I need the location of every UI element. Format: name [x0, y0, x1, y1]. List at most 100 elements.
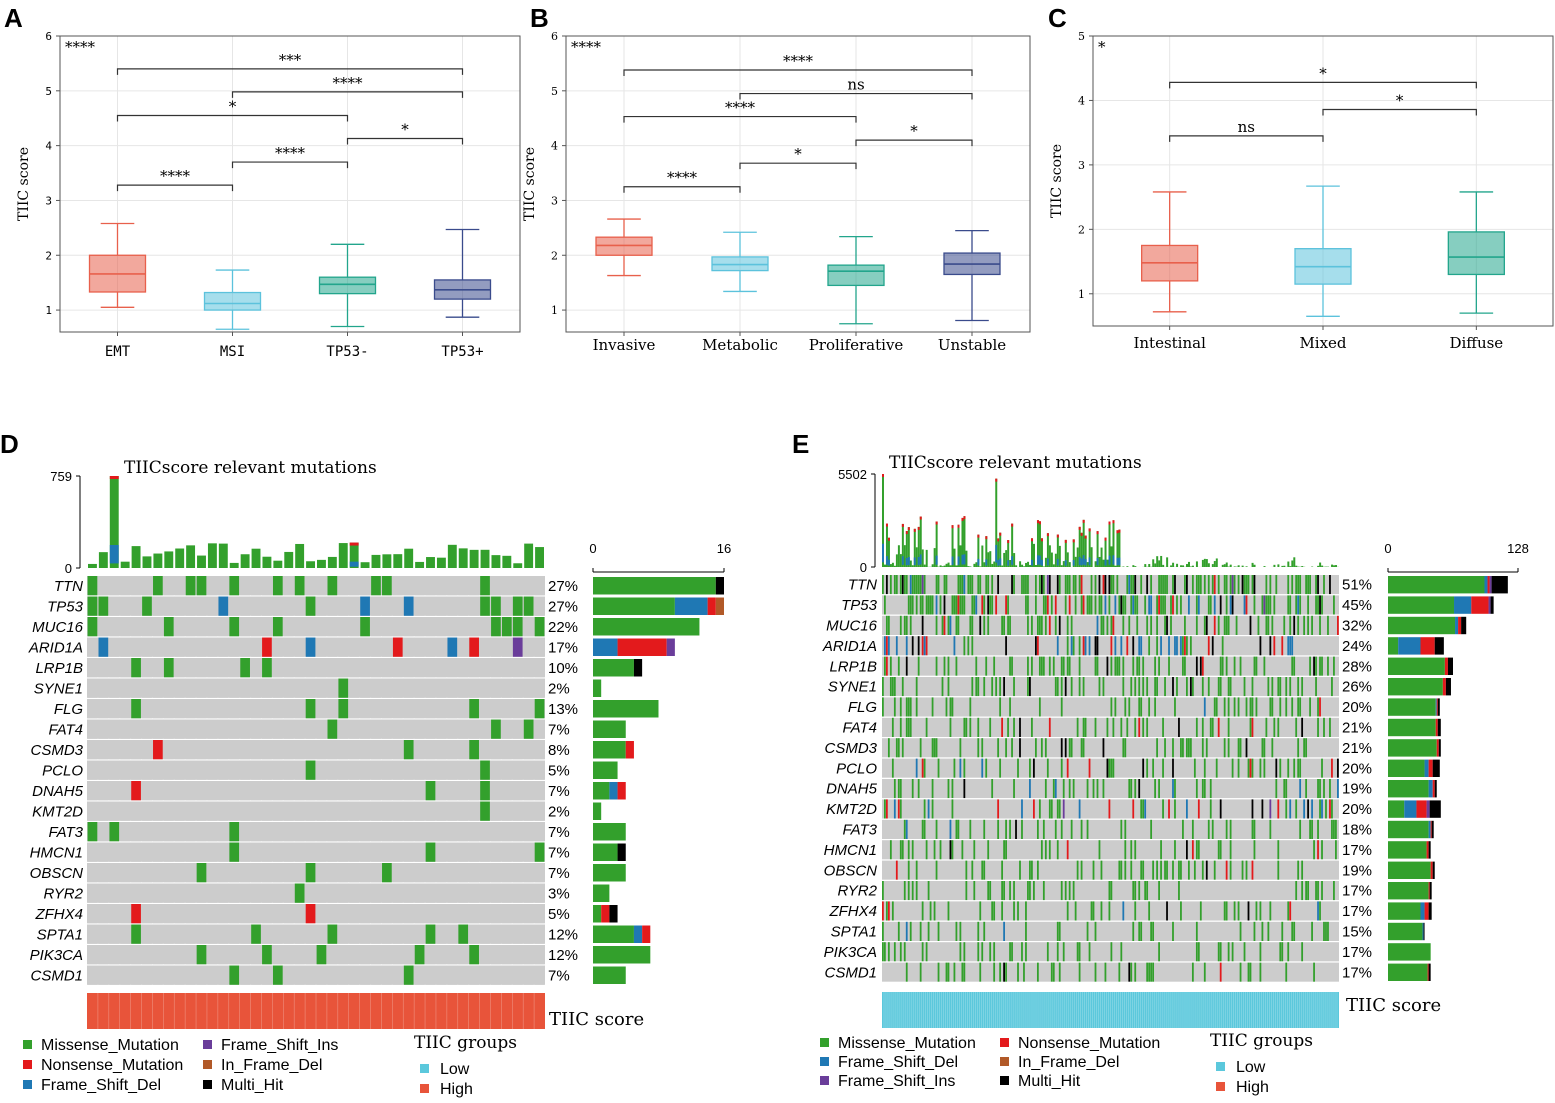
- oncoplot-cell: [1287, 636, 1290, 656]
- oncoplot-cell: [1116, 656, 1119, 676]
- oncoplot-cell: [153, 924, 163, 944]
- oncoplot-cell: [911, 595, 914, 615]
- oncoplot-cell: [131, 945, 141, 965]
- oncoplot-cell: [955, 615, 958, 635]
- oncoplot-cell: [1134, 901, 1137, 921]
- legend-swatch: [820, 1076, 829, 1085]
- oncoplot-cell: [1142, 656, 1145, 676]
- oncoplot-cell: [955, 656, 958, 676]
- oncoplot-cell: [185, 822, 196, 842]
- oncoplot-cell: [360, 760, 370, 780]
- oncoplot-cell: [403, 863, 414, 883]
- mutation-count-bar: [593, 782, 610, 800]
- oncoplot-cell: [207, 883, 218, 903]
- gene-label: CSMD3: [824, 740, 877, 757]
- tmb-bar-segment: [1078, 556, 1081, 565]
- oncoplot-cell: [1150, 575, 1153, 595]
- oncoplot-cell: [360, 719, 370, 739]
- oncoplot-cell: [1164, 615, 1166, 635]
- oncoplot-cell: [1239, 656, 1242, 676]
- oncoplot-cell: [458, 842, 469, 862]
- tmb-bar: [917, 526, 920, 567]
- tmb-bar: [921, 549, 924, 567]
- gene-label: ARID1A: [822, 638, 877, 655]
- oncoplot-cell: [425, 965, 436, 985]
- tmb-bar: [1335, 565, 1338, 567]
- oncoplot-cell: [1319, 595, 1321, 615]
- tmb-bar: [1144, 564, 1147, 567]
- tmb-bar: [1251, 562, 1254, 567]
- oncoplot-cell: [1225, 860, 1228, 880]
- oncoplot-cell: [1323, 921, 1325, 941]
- gene-percent: 22%: [548, 619, 578, 636]
- oncoplot-cell: [480, 719, 490, 739]
- oncoplot-cell: [1333, 595, 1335, 615]
- oncoplot-cell: [163, 842, 174, 862]
- oncoplot-cell: [1217, 615, 1220, 635]
- oncoplot-cell: [403, 658, 414, 678]
- oncoplot-cell: [1303, 738, 1306, 758]
- oncoplot-cell: [1068, 779, 1071, 799]
- tmb-bar-segment: [1011, 556, 1014, 565]
- oncoplot-cell: [491, 637, 501, 657]
- tmb-min-label: 0: [65, 561, 72, 576]
- mutation-count-bar: [1388, 616, 1456, 635]
- oncoplot-cell: [480, 801, 490, 821]
- oncoplot-cell: [1219, 595, 1222, 615]
- oncoplot-cell: [436, 883, 447, 903]
- tmb-bar: [903, 545, 906, 567]
- oncoplot-cell: [512, 781, 523, 801]
- tmb-bar: [1201, 559, 1204, 567]
- oncoplot-cell: [919, 738, 922, 758]
- gene-percent: 7%: [548, 783, 570, 800]
- oncoplot-cell: [963, 942, 966, 962]
- mutation-count-bar: [1461, 616, 1467, 635]
- oncoplot-cell: [163, 678, 174, 698]
- oncoplot-cell: [957, 615, 960, 635]
- oncoplot-cell: [305, 637, 316, 657]
- oncoplot-cell: [1112, 615, 1115, 635]
- gene-label: PIK3CA: [824, 944, 877, 961]
- oncoplot-cell: [272, 781, 283, 801]
- oncoplot-cell: [327, 658, 338, 678]
- tmb-bar: [186, 545, 196, 568]
- oncoplot-cell: [523, 658, 534, 678]
- oncoplot-cell: [1048, 799, 1051, 819]
- oncoplot-cell: [218, 699, 229, 719]
- oncoplot-cell: [196, 822, 207, 842]
- oncoplot-cell: [469, 596, 479, 616]
- oncoplot-cell: [251, 822, 261, 842]
- oncoplot-cell: [305, 760, 316, 780]
- oncoplot-cell: [98, 924, 109, 944]
- oncoplot-cell: [1305, 738, 1308, 758]
- oncoplot-cell: [1152, 962, 1155, 982]
- oncoplot-cell: [1068, 656, 1071, 676]
- oncoplot-cell: [283, 699, 294, 719]
- oncoplot-cell: [937, 758, 940, 778]
- oncoplot-cell: [973, 840, 976, 860]
- oncoplot-cell: [338, 699, 349, 719]
- tmb-bar: [1054, 553, 1057, 567]
- oncoplot-cell: [997, 738, 1000, 758]
- oncoplot-cell: [1031, 656, 1033, 676]
- oncoplot-cell: [458, 719, 469, 739]
- oncoplot-cell: [1150, 615, 1153, 635]
- oncoplot-cell: [327, 781, 338, 801]
- tmb-bar-segment: [1116, 557, 1119, 566]
- oncoplot-cell: [185, 883, 196, 903]
- oncoplot-cell: [294, 781, 305, 801]
- oncoplot-cell: [1176, 636, 1178, 656]
- oncoplot-cell: [196, 760, 207, 780]
- oncoplot-cell: [360, 637, 370, 657]
- oncoplot-cell: [1325, 921, 1327, 941]
- legend-swatch: [23, 1060, 32, 1069]
- oncoplot-cell: [983, 677, 986, 697]
- oncoplot-cell: [1058, 615, 1061, 635]
- gene-percent: 13%: [548, 701, 578, 718]
- oncoplot-cell: [1219, 962, 1222, 982]
- oncoplot-cell: [392, 637, 403, 657]
- legend-label: In_Frame_Del: [221, 1057, 322, 1074]
- oncoplot-cell: [98, 883, 109, 903]
- oncoplot-cell: [1285, 799, 1288, 819]
- oncoplot-cell: [1066, 615, 1069, 635]
